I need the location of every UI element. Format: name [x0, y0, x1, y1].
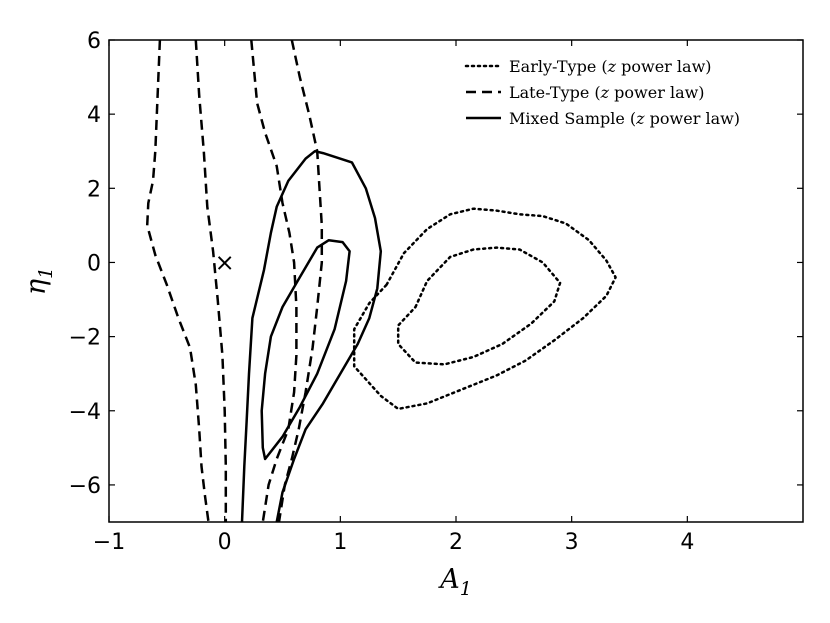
marker-layer: ×	[215, 248, 235, 276]
contour-layer	[145, 39, 617, 523]
y-tick-label: 2	[87, 177, 101, 202]
axis-ticks	[108, 39, 803, 522]
contour-dashed-0	[145, 39, 210, 523]
y-tick-label: −4	[69, 400, 101, 425]
x-tick-label: 3	[565, 530, 579, 555]
y-axis-label: η1	[21, 267, 57, 295]
y-tick-label: 0	[87, 251, 101, 276]
contour-dashed-3	[277, 39, 324, 523]
x-tick-label: 4	[680, 530, 694, 555]
x-tick-label: 1	[333, 530, 347, 555]
y-tick-label: 4	[87, 103, 101, 128]
origin-marker: ×	[215, 248, 235, 276]
contour-solid-1	[260, 238, 351, 461]
tick-labels: −1 0 1 2 3 4 −6 −4 −2 0 2 4 6	[69, 29, 695, 555]
legend-label: Mixed Sample (z power law)	[509, 109, 740, 128]
x-tick-label: 2	[449, 530, 463, 555]
contour-dashed-1	[194, 39, 228, 522]
contour-solid-0	[240, 149, 383, 523]
x-tick-label: −1	[93, 530, 125, 555]
x-tick-label: 0	[218, 530, 232, 555]
y-tick-label: 6	[87, 29, 101, 54]
legend: Early-Type (z power law) Late-Type (z pow…	[464, 57, 740, 128]
legend-label: Early-Type (z power law)	[509, 57, 712, 76]
contour-dotted-0	[352, 207, 617, 411]
y-tick-label: −2	[69, 326, 101, 351]
contour-dotted-1	[396, 246, 562, 366]
y-tick-label: −6	[69, 474, 101, 499]
legend-label: Late-Type (z power law)	[509, 83, 705, 102]
x-axis-label: A1	[437, 564, 472, 600]
